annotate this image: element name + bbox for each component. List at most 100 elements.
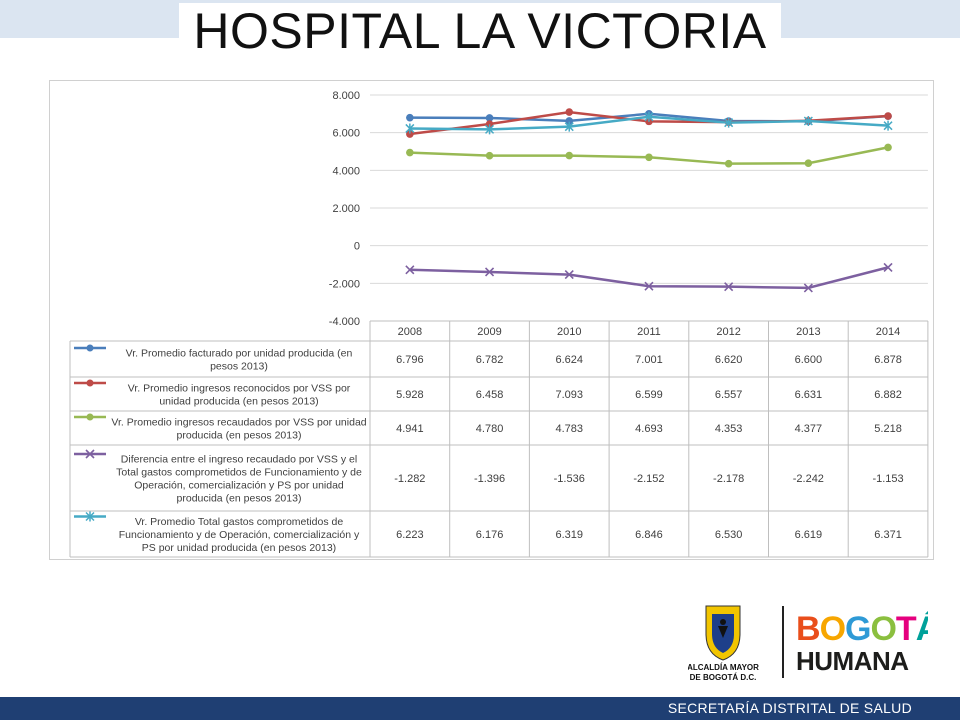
data-value-label: -1.396 bbox=[474, 473, 505, 485]
bogota-logo: ALCALDÍA MAYOR DE BOGOTÁ D.C. BOGOTÁ HUM… bbox=[687, 605, 941, 682]
data-point bbox=[406, 130, 414, 138]
y-tick-label: 8.000 bbox=[332, 90, 360, 102]
data-point bbox=[565, 117, 574, 125]
data-value-label: 6.600 bbox=[795, 354, 823, 366]
data-value-label: -1.282 bbox=[394, 473, 425, 485]
data-point bbox=[405, 123, 415, 134]
slide-title: HOSPITAL LA VICTORIA bbox=[0, 3, 960, 59]
seal-caption: ALCALDÍA MAYOR bbox=[688, 663, 759, 672]
bogota-humana-wordmark: BOGOTÁ HUMANA bbox=[796, 610, 941, 676]
series-name-label: Vr. Promedio ingresos reconocidos por VS… bbox=[128, 383, 351, 395]
data-value-label: 5.218 bbox=[874, 423, 902, 435]
y-tick-label: 6.000 bbox=[332, 128, 360, 140]
data-point bbox=[564, 270, 574, 280]
series-name-label: producida (en pesos 2013) bbox=[177, 430, 302, 442]
data-point bbox=[645, 153, 653, 162]
data-point bbox=[883, 262, 893, 272]
data-value-label: 6.624 bbox=[555, 354, 583, 366]
data-value-label: 6.620 bbox=[715, 354, 743, 366]
data-point bbox=[803, 116, 813, 127]
data-value-label: 6.557 bbox=[715, 389, 743, 401]
data-value-label: 6.176 bbox=[476, 529, 504, 541]
footer-bar: SECRETARÍA DISTRITAL DE SALUD bbox=[0, 697, 960, 720]
data-point bbox=[884, 112, 892, 120]
y-tick-label: 2.000 bbox=[332, 203, 360, 215]
data-point bbox=[565, 108, 574, 116]
legend-key-marker bbox=[85, 449, 95, 459]
series-name-label: unidad producida (en pesos 2013) bbox=[159, 396, 318, 408]
x-category-label: 2011 bbox=[637, 326, 661, 338]
data-value-label: 6.878 bbox=[874, 354, 902, 366]
data-point bbox=[406, 113, 414, 122]
data-point bbox=[724, 282, 734, 292]
y-tick-label: 4.000 bbox=[332, 165, 360, 177]
seal-caption-2: DE BOGOTÁ D.C. bbox=[690, 673, 757, 682]
x-category-label: 2008 bbox=[398, 326, 422, 338]
series-name-label: Funcionamiento y de Operación, comercial… bbox=[119, 529, 360, 541]
legend-key-marker bbox=[86, 379, 94, 387]
x-category-label: 2009 bbox=[477, 326, 501, 338]
y-tick-label: -2.000 bbox=[329, 278, 360, 290]
data-point bbox=[484, 267, 495, 277]
data-value-label: -1.153 bbox=[872, 473, 903, 485]
data-point bbox=[724, 117, 734, 128]
data-point bbox=[883, 120, 893, 131]
legend-key-marker bbox=[86, 413, 94, 421]
series-name-label: Vr. Promedio Total gastos comprometidos … bbox=[135, 516, 344, 528]
data-point bbox=[804, 159, 813, 168]
series-name-label: producida (en pesos 2013) bbox=[177, 493, 302, 505]
data-value-label: 4.693 bbox=[635, 423, 663, 435]
data-value-label: 6.319 bbox=[555, 529, 583, 541]
data-point bbox=[884, 143, 892, 152]
data-value-label: 6.782 bbox=[476, 354, 504, 366]
data-value-label: 6.223 bbox=[396, 529, 424, 541]
legend-key-marker bbox=[86, 344, 94, 352]
series-name-label: pesos 2013) bbox=[210, 361, 268, 373]
x-category-label: 2010 bbox=[557, 326, 581, 338]
data-value-label: 4.783 bbox=[555, 423, 583, 435]
svg-text:HUMANA: HUMANA bbox=[796, 646, 909, 676]
data-value-label: 6.530 bbox=[715, 529, 743, 541]
coat-of-arms-icon bbox=[705, 605, 741, 661]
data-point bbox=[485, 151, 494, 160]
data-point bbox=[485, 114, 494, 122]
footer-text: SECRETARÍA DISTRITAL DE SALUD bbox=[667, 700, 912, 716]
series-name-label: Vr. Promedio facturado por unidad produc… bbox=[126, 348, 353, 360]
x-category-label: 2012 bbox=[716, 326, 740, 338]
data-value-label: -2.152 bbox=[633, 473, 664, 485]
y-tick-label: 0 bbox=[354, 241, 360, 253]
chart-container: 8.000 6.000 4.000 2.000 0 -2.000 -4.000 2008 200… bbox=[49, 80, 934, 560]
series-line bbox=[409, 266, 889, 290]
data-value-label: 6.882 bbox=[874, 389, 902, 401]
logo-divider bbox=[782, 606, 784, 678]
data-value-label: -1.536 bbox=[554, 473, 585, 485]
series-name-label: Total gastos comprometidos de Funcionami… bbox=[116, 467, 362, 479]
data-value-label: 4.377 bbox=[795, 423, 823, 435]
data-point bbox=[565, 151, 574, 160]
data-point bbox=[803, 283, 813, 293]
data-value-label: 4.780 bbox=[476, 423, 504, 435]
data-value-label: 7.093 bbox=[555, 389, 583, 401]
y-tick-label: -4.000 bbox=[329, 316, 360, 328]
data-value-label: 6.796 bbox=[396, 354, 424, 366]
data-point bbox=[405, 265, 415, 275]
data-value-label: 6.458 bbox=[476, 389, 504, 401]
data-value-label: 6.619 bbox=[795, 529, 823, 541]
data-value-label: 6.846 bbox=[635, 529, 663, 541]
data-value-label: 5.928 bbox=[396, 389, 424, 401]
data-value-label: 6.631 bbox=[795, 389, 823, 401]
legend-key-marker bbox=[85, 511, 95, 522]
series-name-label: PS por unidad producida (en pesos 2013) bbox=[142, 542, 336, 554]
slide-title-text: HOSPITAL LA VICTORIA bbox=[179, 3, 781, 59]
data-value-label: -2.242 bbox=[793, 473, 824, 485]
data-point bbox=[644, 111, 654, 122]
data-point bbox=[564, 121, 574, 132]
data-point bbox=[724, 159, 733, 168]
data-value-label: 7.001 bbox=[635, 354, 663, 366]
x-category-label: 2014 bbox=[876, 326, 900, 338]
series-name-label: Diferencia entre el ingreso recaudado po… bbox=[121, 454, 357, 466]
data-point bbox=[485, 120, 494, 128]
line-chart-with-data-table: 8.000 6.000 4.000 2.000 0 -2.000 -4.000 2008 200… bbox=[69, 90, 929, 558]
data-value-label: 4.941 bbox=[396, 423, 424, 435]
data-point bbox=[485, 124, 495, 135]
